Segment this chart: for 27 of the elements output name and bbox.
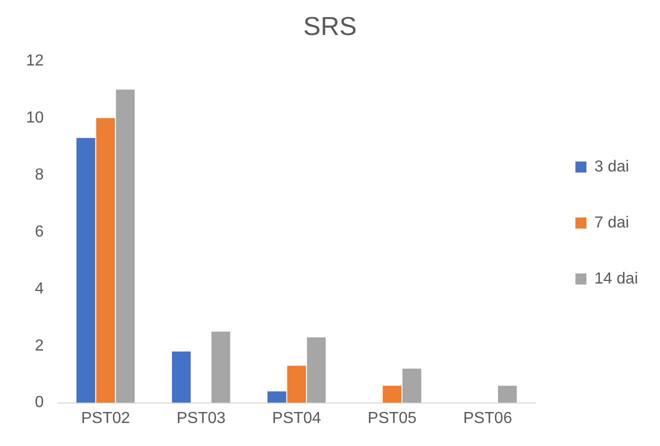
chart-title: SRS: [303, 10, 357, 41]
x-tick-label: PST03: [176, 410, 226, 427]
legend-label: 7 dai: [594, 214, 630, 232]
y-tick-label: 6: [34, 223, 44, 240]
x-tick-label: PST05: [368, 410, 417, 427]
bar: [402, 368, 422, 403]
x-tick-label: PST04: [272, 410, 322, 427]
y-tick-label: 4: [34, 280, 44, 298]
y-tick-label: 10: [26, 110, 44, 127]
bar: [382, 386, 402, 403]
bar: [96, 118, 115, 403]
bar: [172, 352, 191, 403]
y-tick-label: 12: [26, 52, 44, 70]
legend-label: 3 dai: [594, 158, 630, 176]
y-tick-label: 2: [34, 337, 44, 354]
bar: [287, 366, 306, 403]
bar: [306, 337, 326, 403]
y-tick-label: 8: [34, 166, 44, 184]
y-tick-label: 0: [34, 394, 44, 412]
bar: [211, 332, 230, 403]
bar: [267, 391, 286, 403]
bar: [116, 90, 135, 403]
x-tick-label: PST02: [81, 410, 130, 427]
bar: [76, 138, 96, 403]
legend-label: 14 dai: [594, 270, 638, 288]
bar: [498, 386, 517, 403]
x-tick-label: PST06: [463, 410, 512, 427]
